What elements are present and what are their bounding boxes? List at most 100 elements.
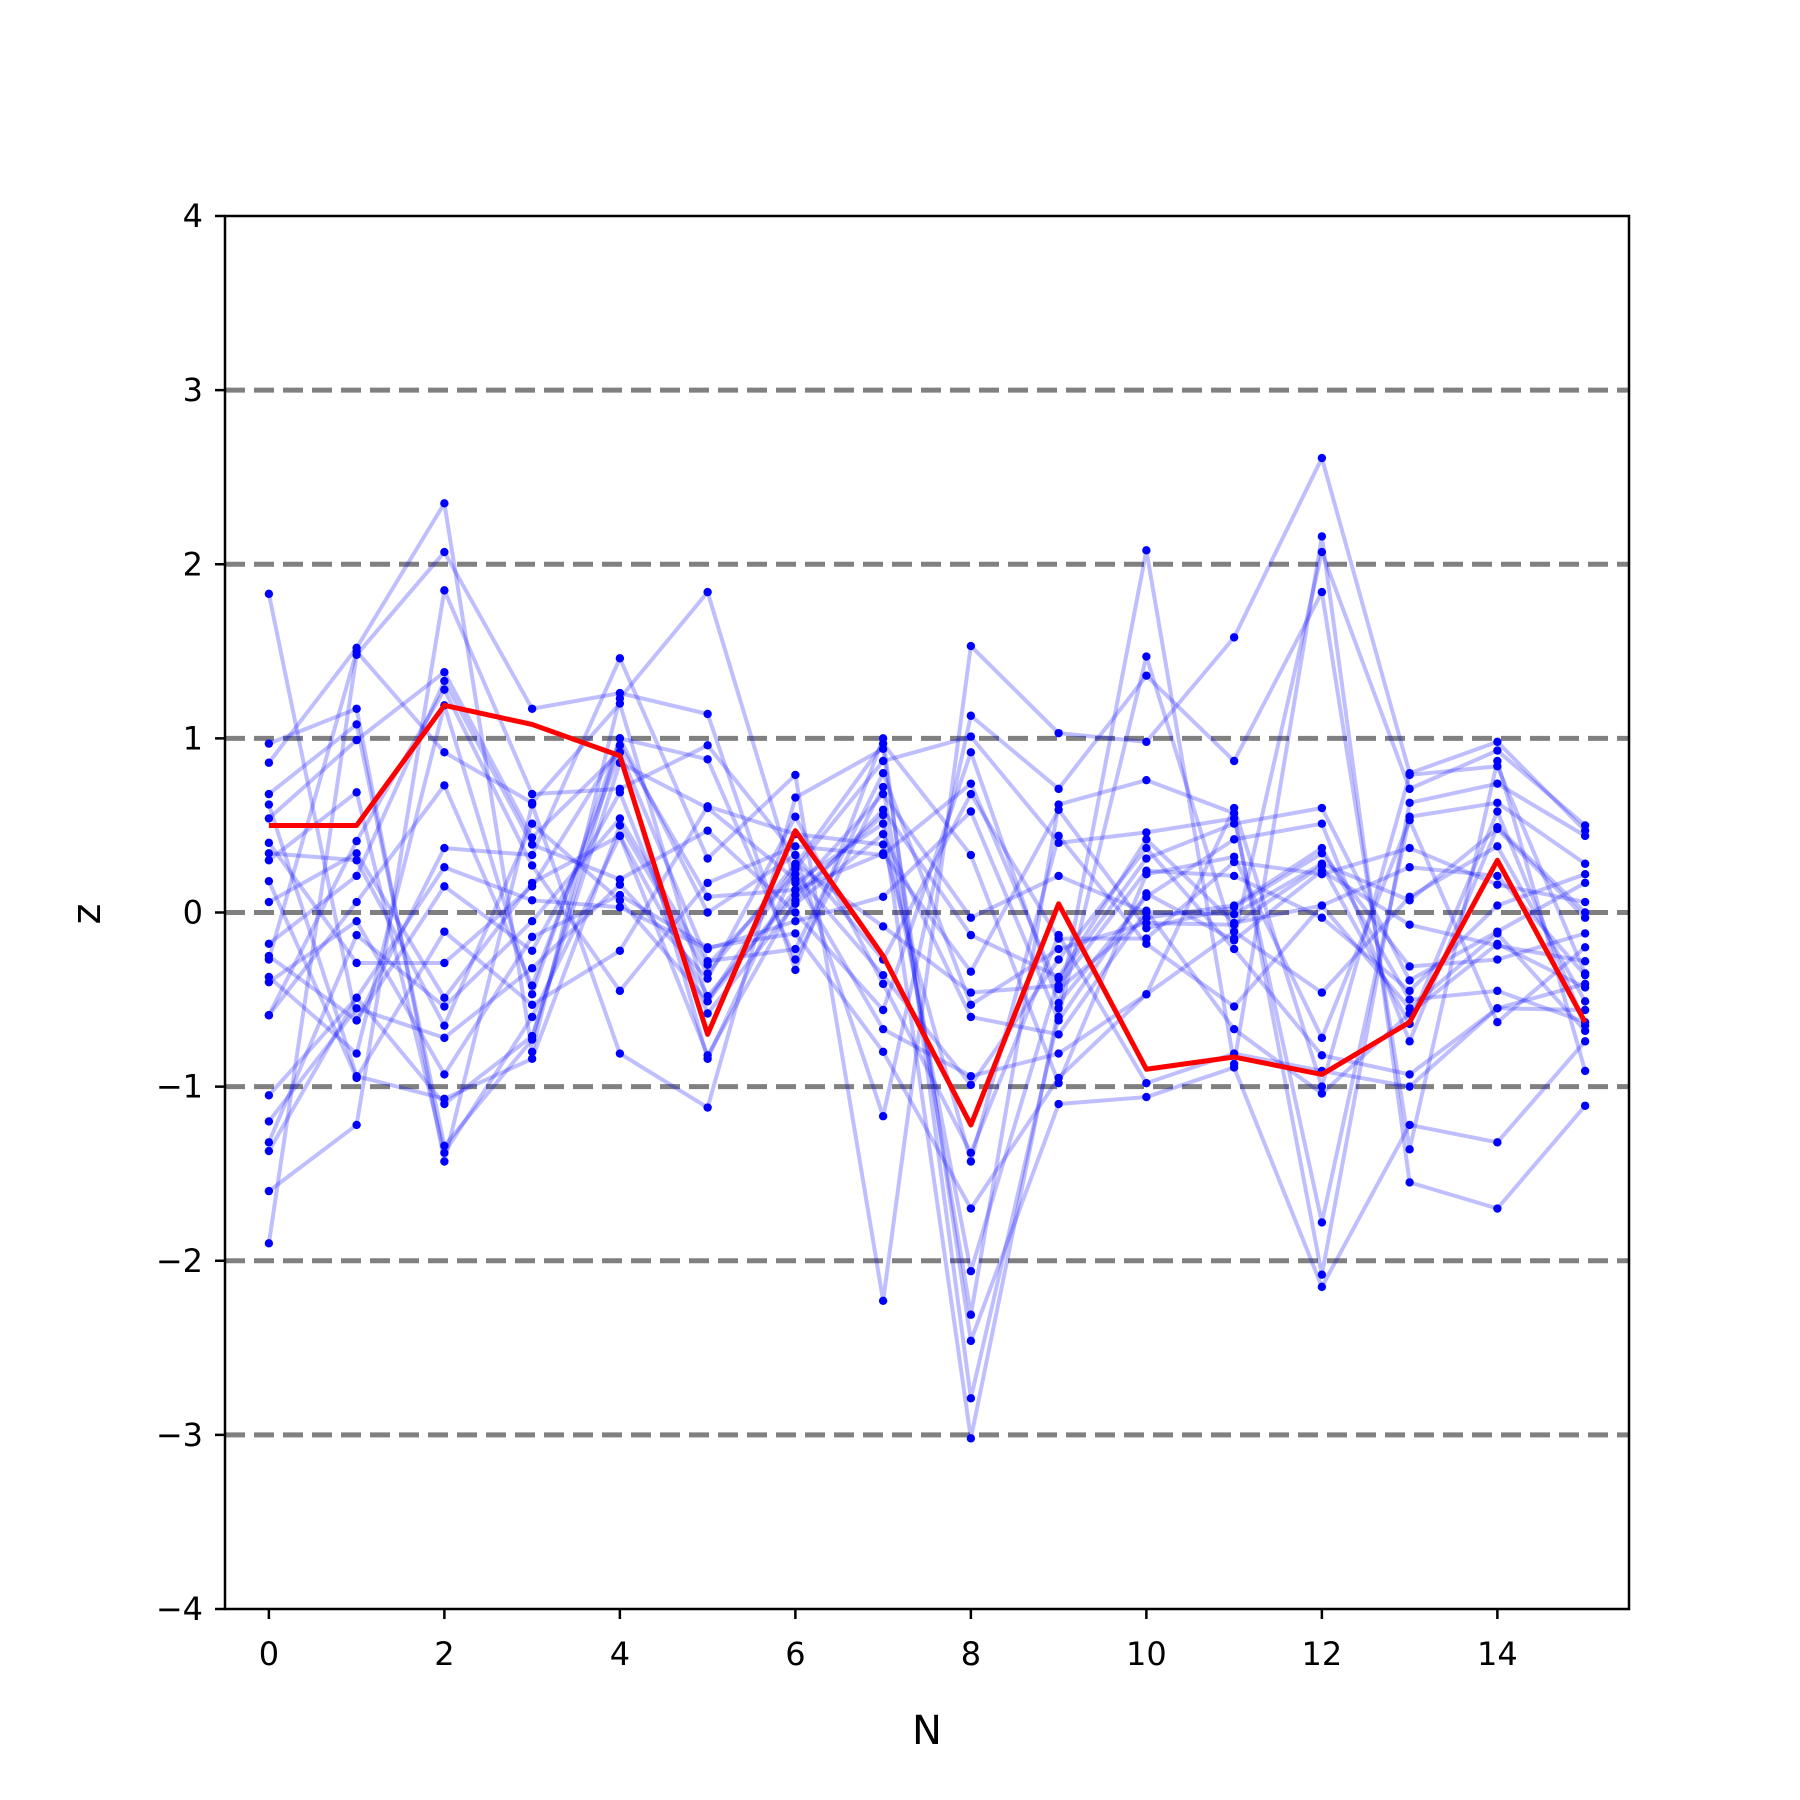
sample-point xyxy=(1405,976,1414,985)
sample-point xyxy=(1580,1101,1590,1110)
sample-line xyxy=(267,790,1587,1096)
sample-point xyxy=(1229,819,1239,828)
sample-point xyxy=(1054,831,1063,841)
sample-point xyxy=(791,929,800,938)
sample-point xyxy=(966,1012,976,1022)
x-axis-label: N xyxy=(912,1708,942,1754)
sample-point xyxy=(1142,671,1151,680)
sample-point xyxy=(1405,770,1414,780)
sample-point xyxy=(791,965,800,975)
sample-point xyxy=(615,1049,625,1058)
sample-point xyxy=(1317,1089,1327,1098)
sample-point xyxy=(527,932,537,942)
sample-point xyxy=(1493,880,1502,889)
sample-point xyxy=(1580,869,1590,879)
sample-point xyxy=(264,589,274,599)
sample-point xyxy=(878,739,888,748)
sample-point xyxy=(703,997,712,1006)
x-tick-label: 4 xyxy=(610,1635,630,1673)
sample-point xyxy=(615,699,625,708)
sample-point xyxy=(1142,923,1151,933)
y-tick-label: −2 xyxy=(156,1242,203,1280)
sample-point xyxy=(440,1070,449,1079)
sample-point xyxy=(1317,861,1327,870)
sample-point xyxy=(878,970,888,980)
sample-point xyxy=(527,840,537,849)
sample-point xyxy=(1493,1138,1502,1147)
sample-point xyxy=(878,922,888,931)
sample-point xyxy=(264,897,274,907)
sample-point xyxy=(1405,920,1414,929)
y-axis-label: z xyxy=(64,904,110,925)
sample-point xyxy=(1054,955,1063,964)
sample-point xyxy=(703,878,712,888)
sample-point xyxy=(1493,807,1502,816)
sample-point xyxy=(615,880,625,889)
sample-point xyxy=(440,1002,449,1011)
sample-point xyxy=(1054,972,1063,982)
sample-point xyxy=(527,1031,537,1041)
sample-point xyxy=(440,685,449,694)
sample-point xyxy=(791,859,800,868)
sample-point xyxy=(703,803,712,813)
sample-point xyxy=(878,849,888,858)
sample-point xyxy=(1405,1004,1414,1013)
sample-point xyxy=(703,969,712,978)
sample-point xyxy=(1317,1051,1327,1060)
sample-point xyxy=(966,988,976,997)
sample-point xyxy=(527,850,537,860)
sample-point xyxy=(966,1000,976,1009)
sample-point xyxy=(1405,863,1414,872)
sample-point xyxy=(527,789,537,799)
sample-point xyxy=(615,741,625,750)
sample-point xyxy=(615,986,625,996)
sample-point xyxy=(878,829,888,839)
sample-point xyxy=(527,1047,537,1057)
sample-point xyxy=(1229,1024,1239,1034)
sample-point xyxy=(264,800,274,809)
sample-point xyxy=(1142,990,1151,999)
sample-point xyxy=(440,499,449,508)
sample-point xyxy=(1580,943,1590,952)
sample-point xyxy=(1580,1026,1590,1036)
sample-point xyxy=(1142,934,1151,943)
sample-point xyxy=(1493,746,1502,755)
sample-line xyxy=(267,678,1587,1044)
y-tick-label: −3 xyxy=(156,1416,203,1454)
sample-point xyxy=(527,981,537,990)
sample-point xyxy=(440,1021,449,1030)
sample-point xyxy=(1317,803,1327,813)
sample-point xyxy=(878,1024,888,1034)
sample-point xyxy=(615,896,625,905)
sample-point xyxy=(264,1146,274,1156)
sample-point xyxy=(1054,1078,1063,1088)
highlight-series xyxy=(268,702,1588,1128)
sample-point xyxy=(1580,859,1590,868)
y-tick-label: −1 xyxy=(156,1068,203,1106)
sample-point xyxy=(615,946,625,956)
sample-point xyxy=(264,1138,274,1147)
sample-point xyxy=(440,1141,449,1151)
sample-point xyxy=(1229,871,1239,881)
sample-point xyxy=(703,741,712,750)
y-tick-label: 0 xyxy=(183,894,203,932)
sample-point xyxy=(1493,871,1502,881)
sample-point xyxy=(440,1094,449,1104)
sample-line xyxy=(268,741,1587,1086)
sample-point xyxy=(1493,986,1502,996)
sample-point xyxy=(1493,762,1502,771)
sample-point xyxy=(1580,1066,1590,1076)
sample-point xyxy=(1580,897,1590,907)
sample-point xyxy=(1580,997,1590,1006)
sample-point xyxy=(1405,995,1414,1004)
sample-point xyxy=(1054,1030,1063,1039)
sample-point xyxy=(527,964,537,973)
sample-point xyxy=(1054,728,1063,738)
sample-point xyxy=(440,958,449,968)
sample-point xyxy=(1229,936,1239,945)
sample-point xyxy=(1054,1099,1063,1109)
sample-line xyxy=(267,814,1586,1155)
sample-line xyxy=(267,588,1588,1193)
sample-point xyxy=(966,1148,976,1157)
sample-point xyxy=(1405,843,1414,853)
